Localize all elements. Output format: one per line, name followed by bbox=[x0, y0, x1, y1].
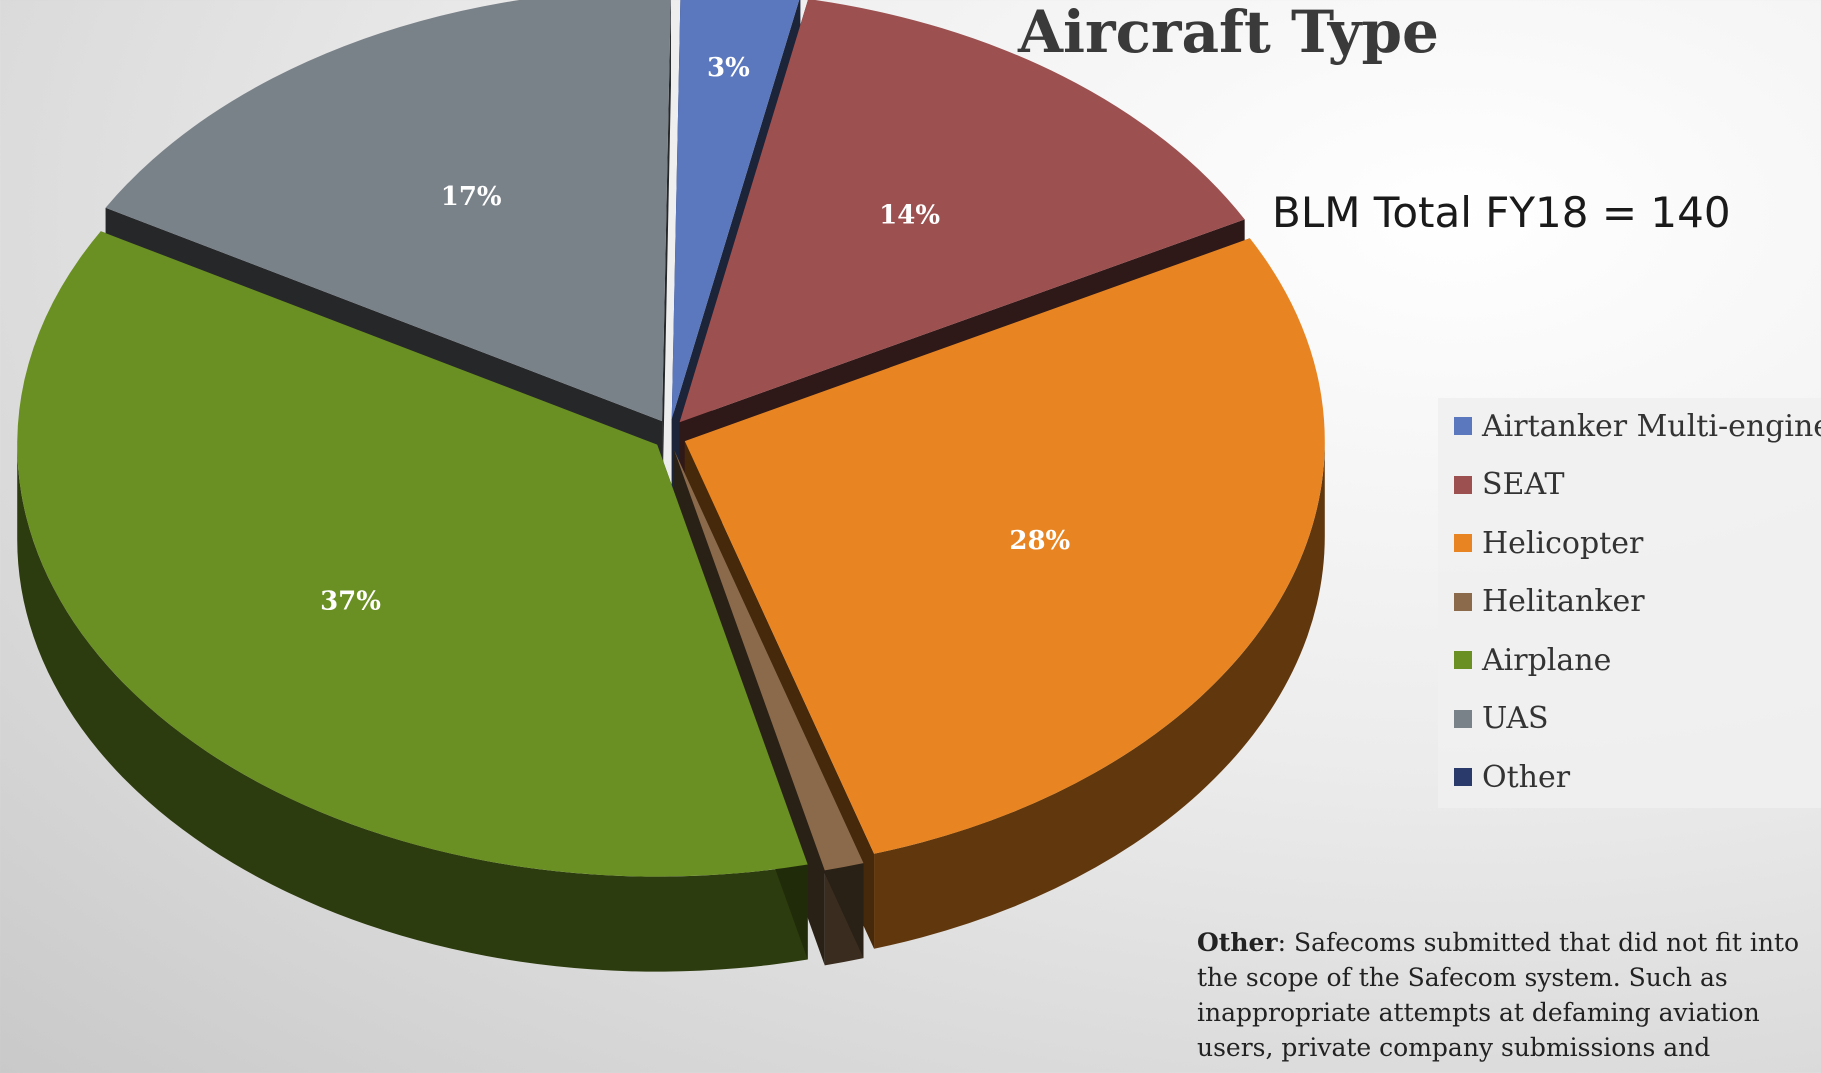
legend-swatch bbox=[1454, 651, 1472, 669]
data-label-seat: 14% bbox=[879, 201, 940, 231]
legend-label: Airplane bbox=[1482, 642, 1612, 678]
legend-label: SEAT bbox=[1482, 467, 1565, 502]
legend-item-airplane: Airplane bbox=[1454, 640, 1611, 680]
legend-swatch bbox=[1454, 417, 1472, 435]
slice-airplane bbox=[17, 231, 808, 877]
data-label-helicopter: 28% bbox=[1009, 526, 1070, 556]
chart-title: Aircraft Type bbox=[1018, 0, 1439, 66]
pie-tops bbox=[17, 0, 1325, 877]
pie-labels: 3% 14% 28% 37% 17% bbox=[320, 53, 1070, 617]
legend-item-helicopter: Helicopter bbox=[1454, 523, 1643, 563]
legend: Airtanker Multi-engine SEAT Helicopter Heli… bbox=[1438, 398, 1821, 808]
legend-swatch bbox=[1454, 534, 1472, 552]
legend-item-helitanker: Helitanker bbox=[1454, 582, 1645, 622]
legend-label: Airtanker Multi-engine bbox=[1482, 408, 1821, 444]
slice-edge-uas bbox=[662, 0, 671, 517]
legend-swatch bbox=[1454, 592, 1472, 611]
data-label-uas: 17% bbox=[441, 182, 502, 212]
legend-item-seat: SEAT bbox=[1454, 465, 1565, 505]
legend-item-airtanker-multi-engine: Airtanker Multi-engine bbox=[1454, 406, 1821, 446]
legend-label: Other bbox=[1482, 759, 1571, 795]
chart-subtitle: BLM Total FY18 = 140 bbox=[1272, 188, 1731, 237]
other-note: Other: Safecoms submitted that did not f… bbox=[1197, 925, 1817, 1065]
slice-helitanker bbox=[674, 450, 864, 871]
slice-seat bbox=[679, 0, 1245, 423]
slice-side-helicopter bbox=[874, 441, 1325, 949]
note-text: : Safecoms submitted that did not fit in… bbox=[1197, 928, 1800, 1062]
slice-airtanker-multi-engine bbox=[671, 0, 800, 420]
legend-label: UAS bbox=[1482, 701, 1549, 736]
data-label-airtanker-multi-engine: 3% bbox=[707, 53, 750, 83]
slice-uas bbox=[105, 0, 671, 422]
data-label-airplane: 37% bbox=[320, 587, 381, 617]
slice-helicopter bbox=[684, 238, 1325, 854]
slice-side-airplane bbox=[17, 444, 808, 972]
note-heading: Other bbox=[1197, 928, 1278, 957]
legend-label: Helicopter bbox=[1482, 525, 1644, 561]
legend-item-uas: UAS bbox=[1454, 699, 1549, 739]
legend-label: Helitanker bbox=[1482, 584, 1645, 619]
legend-swatch bbox=[1454, 709, 1472, 728]
legend-swatch bbox=[1454, 475, 1472, 494]
legend-swatch bbox=[1454, 768, 1472, 786]
legend-item-other: Other bbox=[1454, 757, 1570, 797]
